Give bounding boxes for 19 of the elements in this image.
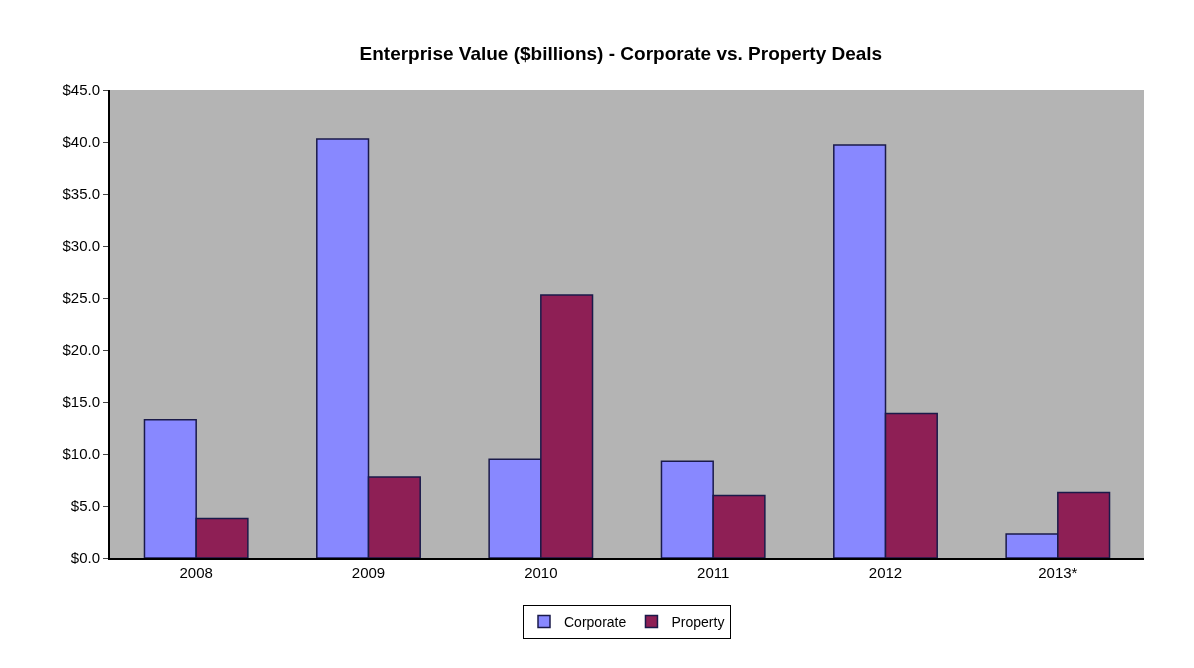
x-tick-label: 2011: [697, 564, 730, 581]
y-tick-label: $30.0: [62, 237, 100, 255]
y-tick-label: $0.0: [70, 549, 100, 567]
x-tick-label: 2008: [179, 564, 213, 581]
y-tick-label: $35.0: [62, 185, 100, 203]
y-tick-label: $40.0: [62, 133, 100, 151]
legend-label: Property: [671, 613, 725, 630]
y-tick-label: $25.0: [62, 289, 100, 307]
x-tick-label: 2013*: [1038, 564, 1078, 581]
x-tick-label: 2012: [868, 564, 903, 581]
y-tick-label: $15.0: [62, 393, 100, 411]
y-tick-label: $10.0: [62, 445, 100, 463]
x-tick-label: 2009: [351, 564, 386, 581]
y-tick-label: $20.0: [62, 341, 100, 359]
y-tick-label: $45.0: [62, 81, 100, 99]
legend-label: Corporate: [564, 613, 627, 630]
x-tick-label: 2010: [524, 564, 558, 581]
y-tick-label: $5.0: [70, 497, 100, 515]
chart-title: Enterprise Value ($billions) - Corporate vs. Property Deals: [359, 43, 883, 65]
